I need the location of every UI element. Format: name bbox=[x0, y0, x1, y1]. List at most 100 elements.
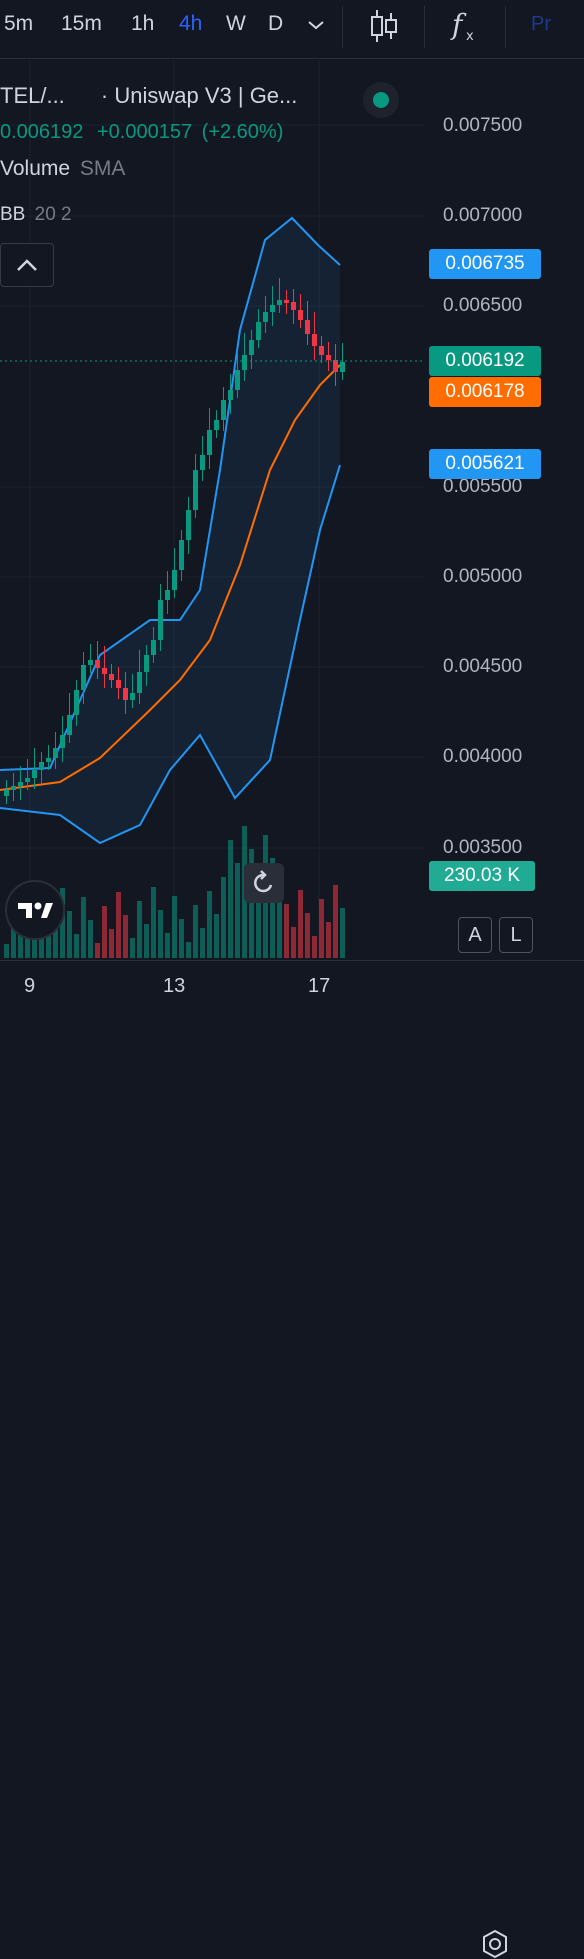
volume-bar bbox=[67, 911, 72, 958]
volume-bar bbox=[144, 924, 149, 958]
change-percent: (+2.60%) bbox=[201, 121, 284, 143]
candle-body bbox=[242, 355, 247, 370]
gear-icon[interactable] bbox=[480, 1929, 510, 1959]
legend-ohlc: 0.006192 +0.000157 (+2.60%) bbox=[0, 121, 283, 144]
market-status-icon[interactable] bbox=[363, 82, 399, 118]
candle-body bbox=[4, 790, 9, 796]
exchange-name: · Uniswap V3 | Ge... bbox=[100, 83, 298, 108]
candle-body bbox=[179, 540, 184, 570]
candle-body bbox=[305, 320, 310, 334]
timeframe-5m[interactable]: 5m bbox=[4, 12, 34, 35]
volume-bar bbox=[256, 872, 261, 958]
candle-body bbox=[291, 302, 296, 310]
bb-label: BB bbox=[0, 204, 26, 225]
top-toolbar: 5m 15m 1h 4h W D f x Pr bbox=[0, 0, 584, 59]
volume-tag: 230.03 K bbox=[429, 861, 535, 891]
candle-body bbox=[67, 715, 72, 735]
volume-bar bbox=[53, 925, 58, 958]
candle-body bbox=[74, 690, 79, 715]
candle-body bbox=[270, 305, 275, 312]
volume-bar bbox=[298, 890, 303, 958]
candle-body bbox=[81, 665, 86, 690]
price-axis-label: 0.004000 bbox=[443, 746, 523, 767]
indicators-icon[interactable]: f x bbox=[450, 8, 482, 44]
candle-body bbox=[151, 640, 156, 655]
candle-body bbox=[109, 674, 114, 680]
chevron-down-icon[interactable] bbox=[306, 18, 326, 32]
candle-body bbox=[284, 300, 289, 303]
price-axis-label: 0.005500 bbox=[443, 476, 523, 497]
bollinger-band-fill bbox=[0, 218, 340, 843]
candle-body bbox=[200, 455, 205, 470]
legend-volume[interactable]: Volume SMA bbox=[0, 157, 125, 181]
bollinger-upper-line bbox=[0, 216, 341, 771]
candle-body bbox=[207, 430, 212, 455]
volume-bar bbox=[340, 908, 345, 958]
timeframe-1h[interactable]: 1h bbox=[131, 12, 155, 35]
time-axis-label: 9 bbox=[24, 975, 36, 997]
auto-scale-button[interactable]: A bbox=[458, 917, 492, 953]
candle-body bbox=[235, 370, 240, 390]
candles-icon[interactable] bbox=[369, 8, 399, 44]
timeframe-w[interactable]: W bbox=[226, 12, 246, 35]
chevron-up-icon bbox=[17, 259, 37, 271]
candle-body bbox=[249, 340, 254, 355]
log-scale-button[interactable]: L bbox=[499, 917, 533, 953]
candle-body bbox=[193, 470, 198, 510]
candle-body bbox=[326, 355, 331, 360]
cut-off-button[interactable]: Pr bbox=[531, 13, 551, 35]
bollinger-lower-line bbox=[0, 464, 341, 845]
time-axis-label: 17 bbox=[308, 975, 331, 997]
candle-body bbox=[53, 748, 58, 758]
time-axis-label: 13 bbox=[163, 975, 186, 997]
legend-bb[interactable]: BB 20 2 bbox=[0, 204, 72, 226]
candle-body bbox=[11, 786, 16, 790]
volume-bar bbox=[228, 840, 233, 958]
reset-chart-button[interactable] bbox=[244, 863, 284, 903]
bollinger-basis-line bbox=[0, 364, 341, 791]
candle-body bbox=[277, 300, 282, 305]
toolbar-divider bbox=[342, 6, 343, 48]
legend-title[interactable]: TEL/... · Uniswap V3 | Ge... bbox=[0, 83, 297, 109]
volume-bar bbox=[221, 877, 226, 958]
candle-body bbox=[340, 362, 345, 372]
price-axis-label: 0.005000 bbox=[443, 566, 523, 587]
time-axis[interactable]: 9 13 17 bbox=[0, 960, 584, 1959]
volume-bar bbox=[333, 885, 338, 958]
bb-lower-tag: 0.005621 bbox=[429, 449, 541, 479]
timeframe-15m[interactable]: 15m bbox=[61, 12, 102, 35]
candle-body bbox=[123, 688, 128, 700]
candle-body bbox=[256, 322, 261, 340]
bb-params: 20 2 bbox=[34, 204, 72, 225]
volume-bar bbox=[214, 914, 219, 958]
bb-basis-tag: 0.006178 bbox=[429, 377, 541, 407]
candle-body bbox=[25, 778, 30, 782]
volume-bar bbox=[312, 936, 317, 958]
volume-bar bbox=[158, 910, 163, 958]
tradingview-logo[interactable] bbox=[5, 880, 65, 940]
price-axis-label: 0.004500 bbox=[443, 656, 523, 677]
candle-body bbox=[186, 510, 191, 540]
timeframe-d[interactable]: D bbox=[268, 12, 284, 35]
volume-bar bbox=[319, 899, 324, 958]
volume-bar bbox=[18, 930, 23, 958]
volume-ma-label: SMA bbox=[79, 157, 126, 180]
volume-bar bbox=[172, 896, 177, 958]
timeframe-4h[interactable]: 4h bbox=[179, 12, 203, 35]
candle-body bbox=[158, 600, 163, 640]
collapse-legend-button[interactable] bbox=[0, 243, 54, 287]
price-axis-label: 0.007000 bbox=[443, 205, 523, 226]
candle-body bbox=[333, 360, 338, 372]
candle-body bbox=[130, 693, 135, 700]
last-price-tag: 0.006192 bbox=[429, 346, 541, 376]
volume-bar bbox=[277, 881, 282, 958]
volume-bar bbox=[81, 897, 86, 958]
volume-bar bbox=[249, 849, 254, 958]
candle-body bbox=[102, 668, 107, 674]
candle-body bbox=[214, 420, 219, 430]
candle-body bbox=[312, 334, 317, 346]
candle-body bbox=[39, 762, 44, 770]
volume-bar bbox=[137, 901, 142, 958]
volume-bar bbox=[326, 922, 331, 958]
price-axis-label: 0.006500 bbox=[443, 295, 523, 316]
